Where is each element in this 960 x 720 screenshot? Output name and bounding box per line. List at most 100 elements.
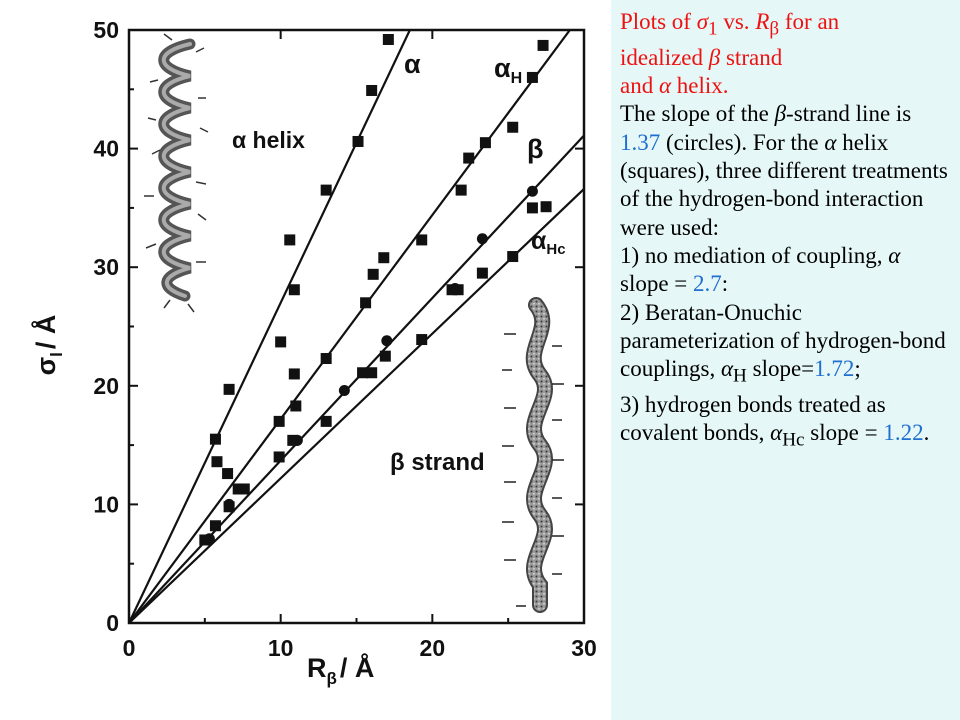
data-point-square [537,39,549,51]
caption-item-1: 1) no mediation of coupling, α slope = 2… [620,242,954,299]
data-point-square [273,451,285,463]
data-point-square [352,135,364,147]
y-tick-label: 10 [93,491,119,517]
caption-item-2: 2) Beratan-Onuchic parameterization of h… [620,299,954,391]
data-point-square [222,468,234,480]
data-point-square [223,383,235,395]
annotation-beta-strand: β strand [390,449,485,476]
data-point-square [455,184,467,196]
data-point-circle [476,233,488,245]
y-tick-label: 0 [106,610,119,636]
data-point-square [238,483,250,495]
caption-symbol: σ [696,9,709,34]
data-point-square [463,152,475,164]
line-label-alpha-h-sub: H [511,70,523,87]
axis-ticks [128,29,585,624]
data-point-square [320,184,332,196]
x-axis-subscript: β [327,669,337,688]
x-tick-label: 10 [268,635,294,661]
data-point-square [476,267,488,279]
line-label-alpha-hc: αHc [531,227,566,258]
line-label-alpha-hc-symbol: α [531,227,547,255]
data-point-square [378,252,390,264]
data-point-square [367,268,379,280]
caption-symbol: α [888,242,901,268]
data-point-circle [338,385,350,397]
caption-text: 2) Beratan-Onuchic parameterization of h… [620,299,946,382]
x-axis-title: Rβ / Å [307,652,374,688]
data-point-square [360,297,372,309]
data-point-circle [381,335,393,347]
caption-panel: Plots of σ1 vs. Rβ for an idealized β str… [611,0,960,720]
fit-line-α [129,30,411,623]
line-label-alpha-hc-sub: Hc [546,241,565,258]
caption-subscript: 1 [708,18,718,40]
caption-text: slope = [620,271,694,297]
caption-text: ; [854,356,861,382]
caption-text: helix. [671,73,729,99]
data-point-circle [526,185,538,197]
slope-value-beta: 1.37 [620,129,661,155]
caption-text: -strand line is [786,101,912,127]
data-point-square [288,284,300,296]
fit-line-β [129,134,584,623]
data-point-square [382,33,394,45]
slope-value-alpha-hc: 1.22 [883,420,924,446]
data-point-square [526,202,538,214]
data-point-square [320,353,332,365]
data-point-square [209,520,221,532]
caption-text: 1) no mediation of coupling, [620,242,889,268]
y-tick-label: 40 [93,136,119,162]
caption-item-3: 3) hydrogen bonds treated as covalent bo… [620,391,954,455]
data-point-square [366,367,378,379]
caption-subscript: β [769,18,780,40]
data-point-square [273,415,285,427]
caption-symbol: β [708,44,721,70]
caption-text: strand [720,44,783,70]
caption-body: The slope of the β-strand line is 1.37 (… [620,100,954,241]
slope-value-alpha-h: 1.72 [814,356,855,382]
fit-lines [129,30,584,623]
data-point-square [288,368,300,380]
y-axis-symbol: σ [31,357,61,375]
fit-line-αH [129,30,571,623]
data-point-square [284,234,296,246]
y-tick-label: 30 [93,254,119,280]
x-tick-label: 30 [571,635,597,661]
x-axis-unit: / Å [340,652,375,683]
data-point-square [540,201,552,213]
caption-symbol: α [770,420,783,446]
caption-text: vs. [717,9,756,34]
line-label-alpha-h-symbol: α [494,53,511,83]
plot-frame [127,28,586,625]
caption-subscript: H [733,365,747,387]
caption-text: for an [779,9,840,34]
y-axis-title: σl / Å [30,315,66,376]
data-point-square [379,350,391,362]
caption-text: idealized [620,44,709,70]
annotation-alpha-helix: α helix [232,127,305,153]
caption-symbol: α [824,129,837,155]
data-point-square [507,121,519,133]
y-axis-unit: / Å [30,315,61,350]
data-point-square [357,367,369,379]
y-tick-label: 50 [93,17,119,43]
data-point-square [416,334,428,346]
data-point-circle [291,434,303,446]
data-point-square [209,433,221,445]
caption-text: and [620,73,659,99]
beta-strand-illustration [502,297,564,613]
data-point-square [366,84,378,96]
x-tick-label: 0 [123,635,136,661]
y-axis-subscript: l [47,352,66,357]
data-point-circle [203,533,215,545]
data-point-square [416,234,428,246]
data-markers [199,33,552,546]
data-point-square [320,415,332,427]
data-point-square [507,251,519,263]
caption-symbol: R [755,9,770,34]
data-point-square [526,71,538,83]
caption-text: Plots of [620,9,697,34]
caption-text: 3) hydrogen bonds treated as covalent bo… [620,392,886,446]
